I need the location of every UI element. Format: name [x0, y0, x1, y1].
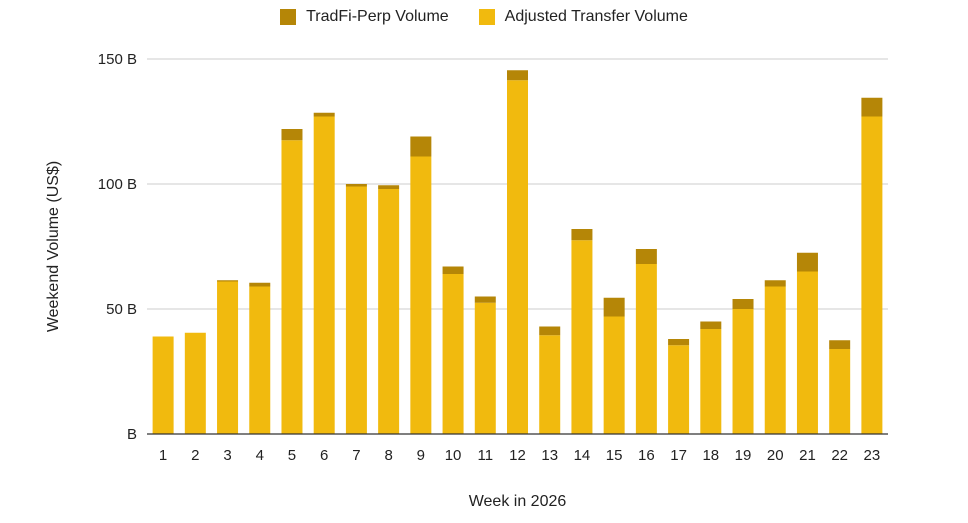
- bar-adjusted-transfer-week-2[interactable]: [184, 332, 206, 434]
- bar-tradfi-perp-week-21[interactable]: [796, 252, 818, 272]
- y-tick-label: B: [127, 426, 137, 443]
- x-tick-label: 4: [256, 447, 264, 464]
- bars: [152, 70, 883, 435]
- bar-adjusted-transfer-week-13[interactable]: [539, 335, 561, 434]
- legend-label-tradfi-perp: TradFi-Perp Volume: [306, 8, 449, 25]
- y-tick-label: 150 B: [98, 51, 137, 68]
- bar-tradfi-perp-week-17[interactable]: [668, 339, 690, 346]
- x-tick-label: 16: [638, 447, 655, 464]
- y-axis-title: Weekend Volume (US$): [45, 161, 62, 332]
- bar-tradfi-perp-week-13[interactable]: [539, 326, 561, 336]
- bar-adjusted-transfer-week-11[interactable]: [474, 302, 496, 434]
- bar-tradfi-perp-week-16[interactable]: [635, 249, 657, 264]
- bar-tradfi-perp-week-10[interactable]: [442, 266, 464, 275]
- bar-adjusted-transfer-week-6[interactable]: [313, 116, 335, 435]
- legend-swatch-tradfi-perp: [280, 9, 297, 25]
- x-tick-label: 9: [417, 447, 425, 464]
- x-tick-label: 7: [352, 447, 360, 464]
- x-axis-title: Week in 2026: [469, 493, 567, 510]
- bar-adjusted-transfer-week-22[interactable]: [829, 349, 851, 434]
- bar-adjusted-transfer-week-21[interactable]: [796, 271, 818, 435]
- bar-tradfi-perp-week-4[interactable]: [249, 282, 271, 287]
- bar-tradfi-perp-week-8[interactable]: [378, 185, 400, 189]
- bar-adjusted-transfer-week-18[interactable]: [700, 329, 722, 434]
- bar-tradfi-perp-week-9[interactable]: [410, 136, 432, 157]
- bar-tradfi-perp-week-20[interactable]: [764, 280, 786, 287]
- bar-adjusted-transfer-week-23[interactable]: [861, 116, 883, 435]
- bar-adjusted-transfer-week-16[interactable]: [635, 264, 657, 434]
- x-tick-label: 22: [831, 447, 848, 464]
- bar-adjusted-transfer-week-7[interactable]: [345, 186, 367, 435]
- bar-adjusted-transfer-week-10[interactable]: [442, 274, 464, 434]
- x-tick-label: 14: [574, 447, 591, 464]
- x-tick-label: 5: [288, 447, 296, 464]
- y-tick-label: 100 B: [98, 176, 137, 193]
- legend-swatch-adjusted-transfer: [478, 9, 495, 25]
- bar-adjusted-transfer-week-1[interactable]: [152, 336, 174, 435]
- x-tick-label: 8: [384, 447, 392, 464]
- bar-adjusted-transfer-week-8[interactable]: [378, 189, 400, 434]
- bar-tradfi-perp-week-19[interactable]: [732, 299, 754, 309]
- x-tick-label: 11: [477, 447, 493, 464]
- x-tick-label: 13: [541, 447, 558, 464]
- bar-tradfi-perp-week-6[interactable]: [313, 112, 335, 117]
- bar-tradfi-perp-week-7[interactable]: [345, 184, 367, 187]
- bar-tradfi-perp-week-5[interactable]: [281, 129, 303, 141]
- x-tick-label: 23: [864, 447, 881, 464]
- bar-tradfi-perp-week-12[interactable]: [507, 70, 528, 81]
- chart-legend: TradFi-Perp Volume Adjusted Transfer Vol…: [0, 8, 968, 26]
- y-axis-ticks: B 50 B 100 B 150 B: [98, 51, 137, 443]
- bar-tradfi-perp-week-14[interactable]: [571, 229, 593, 241]
- bar-adjusted-transfer-week-3[interactable]: [217, 281, 239, 435]
- bar-adjusted-transfer-week-15[interactable]: [603, 316, 625, 435]
- bar-adjusted-transfer-week-12[interactable]: [507, 80, 528, 434]
- x-tick-label: 19: [735, 447, 752, 464]
- bar-tradfi-perp-week-15[interactable]: [603, 297, 625, 317]
- x-tick-label: 10: [445, 447, 462, 464]
- bar-tradfi-perp-week-3[interactable]: [217, 280, 239, 282]
- x-tick-label: 20: [767, 447, 784, 464]
- x-tick-label: 17: [670, 447, 687, 464]
- legend-label-adjusted-transfer: Adjusted Transfer Volume: [504, 8, 688, 25]
- bar-tradfi-perp-week-11[interactable]: [474, 296, 496, 303]
- x-tick-label: 1: [159, 447, 167, 464]
- bar-adjusted-transfer-week-14[interactable]: [571, 240, 593, 434]
- bar-adjusted-transfer-week-5[interactable]: [281, 140, 303, 434]
- x-tick-label: 2: [191, 447, 199, 464]
- bar-adjusted-transfer-week-19[interactable]: [732, 309, 754, 434]
- x-axis-ticks: 1 2 3 4 5 6 7 8 9 10 11 12 13 14 15 16 17 18 19 20 21 22 23: [159, 447, 880, 464]
- legend-item-tradfi-perp[interactable]: TradFi-Perp Volume: [280, 8, 449, 26]
- legend-item-adjusted-transfer[interactable]: Adjusted Transfer Volume: [478, 8, 688, 26]
- bar-adjusted-transfer-week-20[interactable]: [764, 286, 786, 435]
- bar-adjusted-transfer-week-17[interactable]: [668, 345, 690, 434]
- bar-tradfi-perp-week-22[interactable]: [829, 340, 851, 349]
- x-tick-label: 18: [702, 447, 719, 464]
- x-tick-label: 6: [320, 447, 328, 464]
- x-tick-label: 12: [509, 447, 526, 464]
- bar-tradfi-perp-week-18[interactable]: [700, 321, 722, 330]
- bar-adjusted-transfer-week-9[interactable]: [410, 156, 432, 435]
- bar-tradfi-perp-week-23[interactable]: [861, 97, 883, 117]
- x-tick-label: 21: [799, 447, 816, 464]
- x-tick-label: 3: [223, 447, 231, 464]
- y-tick-label: 50 B: [106, 301, 137, 318]
- bar-adjusted-transfer-week-4[interactable]: [249, 286, 271, 435]
- x-tick-label: 15: [606, 447, 623, 464]
